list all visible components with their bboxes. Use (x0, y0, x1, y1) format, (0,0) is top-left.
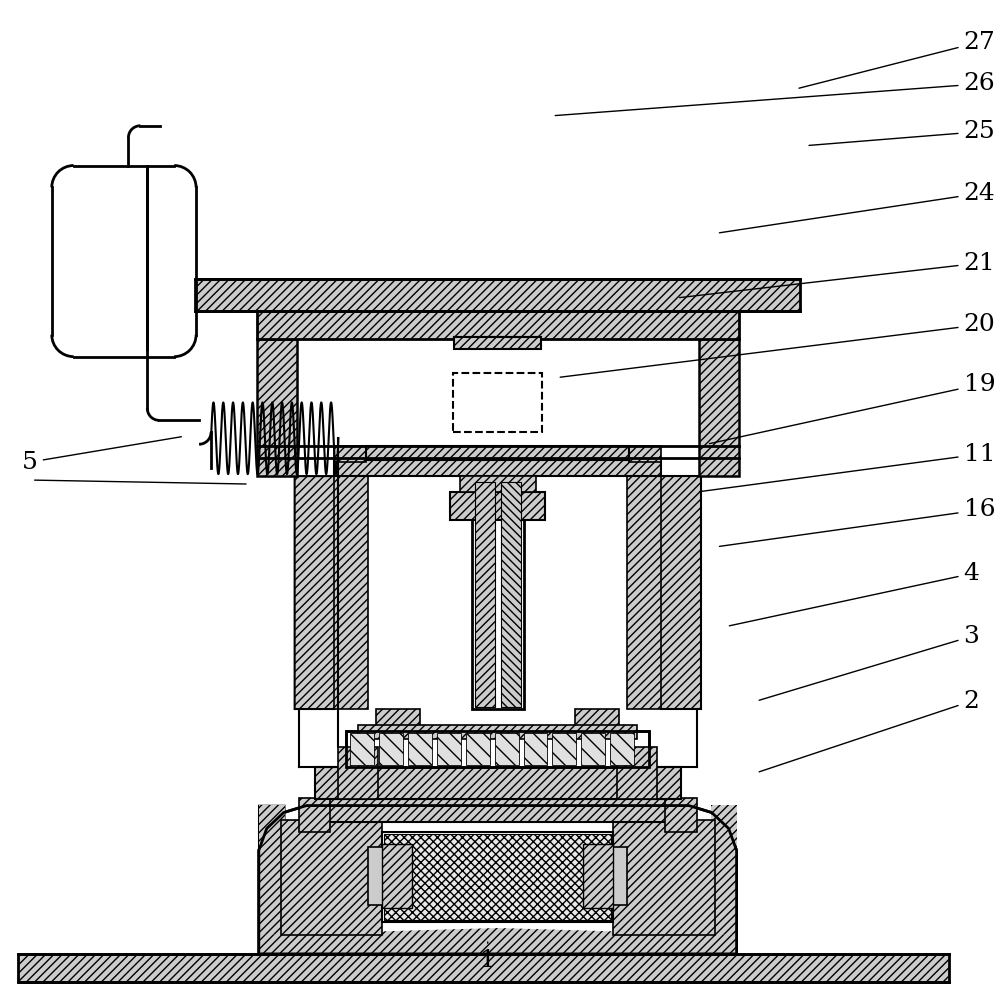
Text: 5: 5 (22, 436, 181, 473)
Text: 21: 21 (680, 252, 995, 298)
Text: 20: 20 (560, 313, 995, 377)
Bar (466, 733, 490, 765)
Text: 2: 2 (759, 689, 979, 772)
Bar (281, 820, 382, 935)
Bar (350, 733, 374, 765)
Bar (257, 338, 297, 476)
Bar (711, 805, 737, 954)
Bar (18, 954, 949, 982)
Bar (495, 733, 519, 765)
Polygon shape (259, 806, 285, 954)
Text: 16: 16 (719, 498, 995, 547)
Text: 19: 19 (709, 373, 995, 443)
Text: 3: 3 (759, 625, 979, 700)
Bar (366, 446, 629, 460)
Bar (315, 799, 681, 822)
Bar (358, 725, 637, 739)
Bar (334, 476, 368, 709)
Bar (368, 847, 384, 905)
Text: 26: 26 (555, 72, 995, 115)
Bar (610, 733, 634, 765)
Bar (338, 747, 378, 799)
Bar (501, 482, 521, 707)
Bar (384, 834, 611, 920)
Text: 11: 11 (700, 442, 995, 492)
Polygon shape (295, 476, 366, 709)
Bar (334, 458, 661, 476)
Bar (460, 476, 536, 492)
Bar (575, 709, 619, 731)
Bar (453, 373, 542, 433)
Bar (524, 733, 547, 765)
Bar (627, 476, 661, 709)
Bar (450, 492, 545, 520)
Bar (552, 733, 576, 765)
Bar (613, 820, 715, 935)
Bar (346, 731, 649, 767)
Bar (334, 446, 366, 462)
Bar (382, 832, 613, 922)
Bar (472, 480, 524, 709)
Bar (195, 279, 800, 310)
Bar (376, 709, 420, 731)
Bar (257, 310, 739, 338)
Bar (699, 338, 739, 476)
Bar (581, 733, 605, 765)
Bar (408, 733, 432, 765)
Bar (259, 805, 285, 954)
Bar (629, 446, 661, 462)
Text: 25: 25 (809, 120, 995, 146)
Bar (315, 767, 681, 799)
Bar (454, 336, 541, 348)
Text: 4: 4 (729, 562, 979, 626)
Text: 27: 27 (799, 31, 995, 88)
Bar (475, 482, 495, 707)
Polygon shape (259, 806, 737, 954)
Bar (299, 798, 330, 832)
Bar (617, 747, 657, 799)
Bar (665, 798, 697, 832)
Bar (379, 733, 403, 765)
Bar (346, 731, 649, 767)
Polygon shape (259, 928, 737, 954)
Bar (382, 844, 412, 908)
Bar (437, 733, 461, 765)
Bar (611, 847, 627, 905)
Bar (583, 844, 613, 908)
Text: 1: 1 (480, 942, 496, 972)
Text: 24: 24 (719, 182, 995, 233)
Polygon shape (629, 476, 701, 709)
